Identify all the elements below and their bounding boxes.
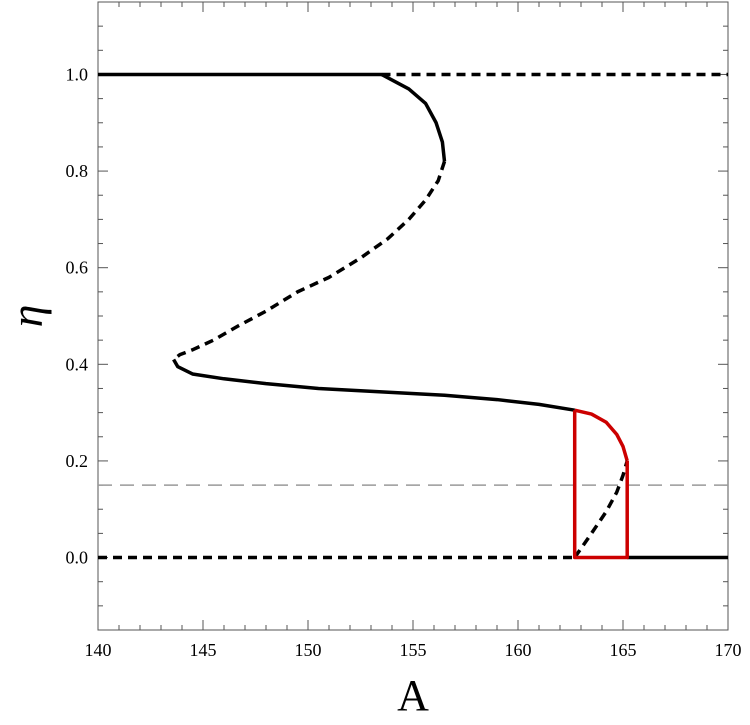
y-tick-labels: 0.0 0.2 0.4 0.6 0.8 1.0: [66, 64, 89, 567]
series-layer: [98, 72, 728, 560]
y-tick-label: 0.0: [66, 548, 89, 568]
x-tick-label: 165: [610, 640, 637, 660]
series-line-solid-red: [574, 408, 629, 462]
series-line-solid-black: [380, 72, 447, 162]
major-ticks: [97, 2, 729, 630]
minor-ticks: [98, 1, 728, 631]
x-tick-labels: 140 145 150 155 160 165 170: [85, 640, 742, 660]
x-tick-label: 160: [505, 640, 532, 660]
x-tick-label: 145: [190, 640, 217, 660]
plot-frame: [97, 1, 729, 631]
x-tick-label: 170: [715, 640, 742, 660]
x-tick-label: 140: [85, 640, 112, 660]
x-axis-title: A: [397, 671, 429, 720]
series-line-dashed-black: [172, 160, 447, 361]
series-line-solid-red: [572, 410, 629, 560]
y-tick-label: 0.6: [66, 258, 89, 278]
y-tick-label: 0.2: [66, 451, 89, 471]
y-tick-label: 0.8: [66, 161, 89, 181]
series-line-dashed-black: [573, 460, 629, 559]
y-tick-label: 1.0: [66, 64, 89, 84]
x-tick-label: 150: [295, 640, 322, 660]
y-axis-title: η: [1, 305, 52, 328]
y-tick-label: 0.4: [66, 354, 89, 374]
x-tick-label: 155: [400, 640, 427, 660]
series-line-solid-black: [172, 358, 575, 412]
